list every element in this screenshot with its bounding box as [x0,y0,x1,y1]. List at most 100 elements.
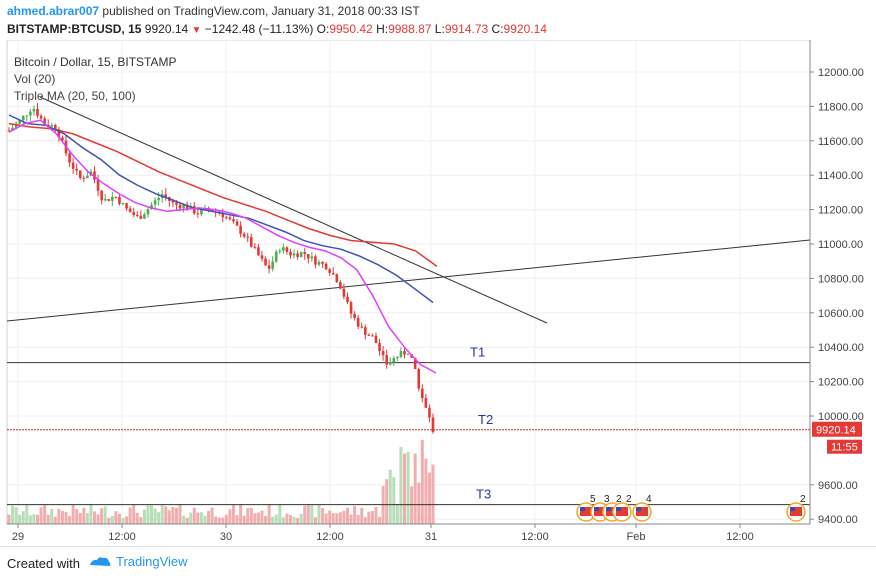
candle-body [235,221,239,226]
open-value: 9950.42 [329,22,373,36]
candle-body [278,250,282,252]
price-tick-label: 10200.00 [818,377,864,389]
volume-bar [171,507,175,524]
down-triangle-icon: ▼ [191,25,202,36]
volume-bar [360,507,364,524]
price-tick-label: 10000.00 [818,411,864,423]
candle-body [424,398,428,408]
candle-body [75,168,78,171]
volume-bar [164,506,168,524]
volume-bar [406,451,410,524]
candle-body [125,203,128,209]
candle-body [431,417,435,432]
event-flag-canton [606,507,611,511]
event-flag-body [616,507,628,516]
descending-trendline [39,96,548,324]
candle-body [314,256,317,265]
volume-bar [260,510,264,524]
time-axis[interactable]: 29 12:00 30 12:00 31 12:00 Feb 12:00 [7,523,810,543]
candle-body [360,326,364,328]
symbol-label: BITSTAMP:BTCUSD, 15 [7,22,142,36]
volume-bar [427,472,431,524]
close-label: C: [491,22,504,36]
volume-bar [395,503,399,524]
candle-body [139,215,143,219]
event-count-label: 2 [800,494,806,505]
candle-body [200,209,203,215]
candle-body [114,196,118,198]
high-value: 9988.87 [388,22,432,36]
candle-body [54,125,57,130]
volume-bar [110,515,114,524]
candle-body [57,129,61,138]
candle-body [267,265,271,269]
volume-bar [107,517,111,524]
volume-bar [210,507,214,524]
candle-body [185,204,189,210]
price-tick-label: 12000.00 [818,67,864,79]
candle-body [143,214,146,219]
candle-body [253,246,257,248]
volume-bar [214,516,218,524]
candle-body [249,237,253,247]
volume-bar [253,513,257,524]
candle-body [264,258,267,266]
candle-body [82,177,86,179]
candle-body [353,313,356,318]
chart-grid [6,40,811,525]
price-tick-label: 10400.00 [818,342,864,354]
countdown-label: 11:55 [831,442,858,454]
volume-bar [313,517,317,524]
candle-body [374,335,378,344]
volume-bar [125,516,129,524]
volume-bar [199,512,203,524]
ma50-line [8,114,434,304]
volume-bar [146,505,150,524]
candle-body [103,199,107,201]
candle-body [356,317,360,327]
event-count-label: 4 [646,494,652,505]
volume-bar [153,508,157,524]
time-tick-label: 30 [220,531,232,543]
volume-bar [356,514,360,524]
tradingview-brand[interactable]: TradingView [88,553,188,569]
volume-bar [267,505,271,524]
author-link[interactable]: ahmed.abrar007 [7,4,100,18]
level-label: T1 [470,345,485,360]
candle-body [232,219,235,222]
candle-body [221,213,225,218]
volume-bar [370,511,374,524]
published-text: published on TradingView.com, January 31… [102,4,420,18]
volume-bar [157,512,161,524]
candle-body [364,327,367,335]
candle-body [328,269,331,273]
volume-bar [385,479,389,524]
event-flag-body [580,507,592,516]
volume-bar [317,504,321,524]
event-flag-body [594,507,606,516]
volume-bar [281,517,285,524]
candle-body [132,212,136,215]
volume-bar [160,505,164,524]
volume-bar [321,508,325,524]
candle-body [121,203,125,205]
price-axis[interactable]: 12000.00 11800.00 11600.00 11400.00 11200.00… [809,40,876,526]
volume-bar [363,517,367,524]
volume-bar [135,512,139,524]
candle-body [335,274,339,283]
volume-bar [207,510,211,524]
candle-body [157,197,160,201]
candle-body [18,120,21,124]
volume-bar [324,513,328,524]
volume-bar [353,505,357,524]
volume-bar [50,508,54,524]
event-flag-body [636,507,648,516]
volume-bar [189,512,193,524]
created-with-text: Created with [7,556,80,571]
event-count-label: 2 [616,494,622,505]
candle-body [228,217,232,220]
horizontal-levels: T1 T2 T3 [7,345,810,506]
volume-bar [142,509,146,524]
